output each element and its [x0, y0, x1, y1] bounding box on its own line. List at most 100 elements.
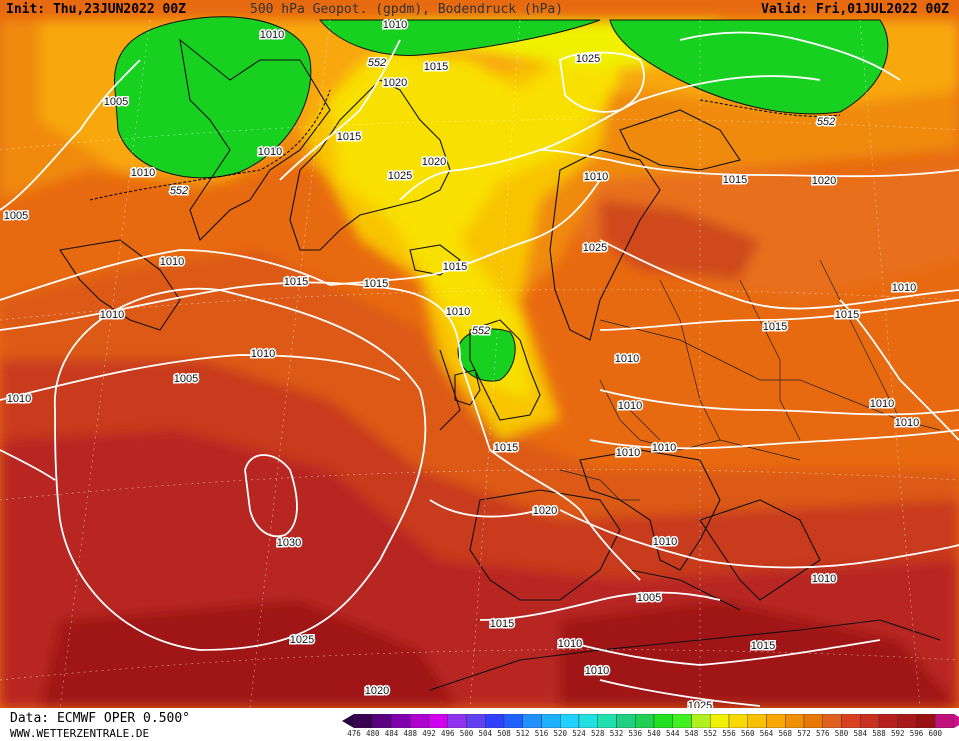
- colorbar-swatch: [860, 714, 880, 728]
- isobar-label: 1005: [104, 96, 128, 108]
- isobar-label: 1010: [446, 306, 470, 318]
- colorbar-swatch: [935, 714, 955, 728]
- geopotential-label: 552: [368, 57, 386, 69]
- isobar-label: 1020: [365, 685, 389, 697]
- colorbar-tick-label: 524: [572, 729, 586, 738]
- low-552-arctic: [609, 19, 889, 115]
- isobar-label: 1010: [251, 348, 275, 360]
- colorbar-tick-label: 556: [722, 729, 736, 738]
- isobar-label: 1010: [812, 573, 836, 585]
- colorbar-swatch: [897, 714, 917, 728]
- isobar-label: 1015: [443, 261, 467, 273]
- isobar-label: 1010: [260, 29, 284, 41]
- colorbar-tick-label: 592: [890, 729, 905, 738]
- colorbar-swatch: [541, 714, 561, 728]
- isobar-label: 1020: [383, 77, 407, 89]
- colorbar-swatch: [803, 714, 823, 728]
- colorbar-tick-label: 528: [590, 729, 605, 738]
- isobar-label: 1010: [652, 442, 676, 454]
- isobar-label: 1025: [388, 170, 412, 182]
- colorbar-swatch: [878, 714, 898, 728]
- isobar-label: 1015: [424, 61, 448, 73]
- colorbar-tick-label: 560: [740, 729, 755, 738]
- colorbar-swatch: [410, 714, 430, 728]
- isobar-label: 1020: [533, 505, 557, 517]
- isobar-label: 1010: [895, 417, 919, 429]
- isobar-label: 1010: [383, 19, 407, 31]
- colorbar-swatch: [372, 714, 392, 728]
- colorbar-tick-label: 564: [759, 729, 774, 738]
- colorbar-swatch: [466, 714, 486, 728]
- isobar-label: 1015: [723, 174, 747, 186]
- low-552-greenland: [113, 16, 312, 179]
- color-scale: [342, 714, 959, 728]
- colorbar-swatch: [635, 714, 655, 728]
- colorbar-tick-label: 544: [665, 729, 680, 738]
- header-bar: Init: Thu,23JUN2022 00Z 500 hPa Geopot. …: [0, 0, 959, 20]
- colorbar-tick-label: 540: [647, 729, 661, 738]
- isobar-label: 1030: [277, 537, 301, 549]
- colorbar-swatch: [485, 714, 505, 728]
- init-time: Init: Thu,23JUN2022 00Z: [6, 2, 187, 17]
- isobar-label: 1015: [751, 640, 775, 652]
- isobar-label: 1010: [258, 146, 282, 158]
- colorbar-high-arrow: [954, 714, 959, 728]
- colorbar-swatch: [428, 714, 448, 728]
- isobar-label: 1010: [131, 167, 155, 179]
- isobar-label: 1025: [576, 53, 600, 65]
- geopotential-band-588-east: [560, 600, 959, 708]
- isobar-label: 1020: [812, 175, 836, 187]
- colorbar-swatch: [710, 714, 730, 728]
- isobar-label: 1015: [490, 618, 514, 630]
- isobar-label: 1020: [422, 156, 446, 168]
- colorbar-swatch: [728, 714, 748, 728]
- colorbar-swatch: [616, 714, 636, 728]
- colorbar-swatch: [391, 714, 411, 728]
- isobar-label: 1015: [364, 278, 388, 290]
- isobar-labels: 1010100510101010101510101010101510201025…: [2, 18, 920, 714]
- colorbar-swatch: [522, 714, 542, 728]
- valid-time: Valid: Fri,01JUL2022 00Z: [761, 2, 949, 17]
- isobar-label: 1015: [763, 321, 787, 333]
- isobar-label: 1005: [174, 373, 198, 385]
- grid-lines: [0, 19, 959, 709]
- colorbar-swatch: [597, 714, 617, 728]
- data-source-label: Data: ECMWF OPER 0.500°: [10, 711, 191, 726]
- colorbar-swatch: [841, 714, 861, 728]
- isobar-label: 1010: [585, 665, 609, 677]
- colorbar-tick-label: 584: [853, 729, 868, 738]
- isobars: [0, 31, 959, 707]
- colorbar-swatch: [672, 714, 692, 728]
- isobar-label: 1010: [892, 282, 916, 294]
- colorbar-swatch: [785, 714, 805, 728]
- colorbar-swatch: [916, 714, 936, 728]
- isobar-label: 1010: [615, 353, 639, 365]
- colorbar-tick-label: 488: [403, 729, 418, 738]
- website-label: WWW.WETTERZENTRALE.DE: [10, 727, 150, 740]
- colorbar-swatch: [653, 714, 673, 728]
- isobar-label: 1005: [637, 592, 661, 604]
- isobar-label: 1010: [558, 638, 582, 650]
- geopotential-band-588: [40, 600, 460, 708]
- isobar-label: 1010: [870, 398, 894, 410]
- colorbar-tick-label: 552: [703, 729, 718, 738]
- colorbar-swatch: [822, 714, 842, 728]
- colorbar-tick-label: 480: [365, 729, 380, 738]
- colorbar-swatch: [766, 714, 786, 728]
- colorbar-tick-label: 496: [440, 729, 455, 738]
- isobar-label: 1010: [653, 536, 677, 548]
- colorbar-swatch: [353, 714, 373, 728]
- colorbar-tick-label: 600: [928, 729, 943, 738]
- colorbar-tick-label: 548: [684, 729, 699, 738]
- isobar-label: 1010: [618, 400, 642, 412]
- colorbar-tick-label: 532: [609, 729, 624, 738]
- isobar-label: 1010: [160, 256, 184, 268]
- geopotential-label: 552: [472, 325, 490, 337]
- isobar-label: 1010: [584, 171, 608, 183]
- map-title: 500 hPa Geopot. (gpdm), Bodendruck (hPa): [250, 2, 564, 17]
- geopotential-labels: 552 552 552 552: [168, 56, 836, 339]
- isobar-label: 1025: [290, 634, 314, 646]
- colorbar-tick-label: 572: [797, 729, 811, 738]
- geopotential-label: 552: [817, 116, 835, 128]
